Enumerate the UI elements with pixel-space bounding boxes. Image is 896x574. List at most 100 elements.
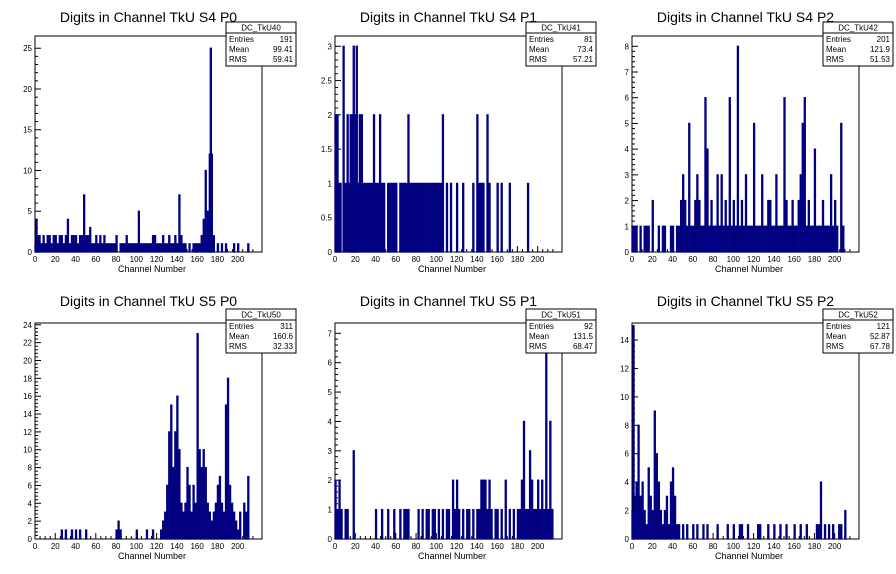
plot-frame [334, 322, 563, 540]
y-tick-label: 14 [620, 336, 629, 345]
histogram-bin [421, 182, 424, 253]
histogram-bin [184, 243, 187, 253]
x-axis-label: Channel Number [418, 551, 486, 561]
histogram-bin [740, 524, 744, 540]
stats-name: DC_TkU50 [241, 311, 281, 320]
x-tick-label: 180 [808, 255, 822, 264]
histogram-bin [155, 243, 159, 253]
histogram-bin [184, 502, 187, 540]
histogram-bin [441, 114, 445, 253]
histogram-bin [643, 509, 646, 540]
histogram-bin [799, 524, 802, 540]
histogram-bin [62, 243, 66, 253]
stats-key: RMS [229, 55, 247, 64]
histogram-bin [496, 182, 499, 253]
y-tick-label: 25 [23, 44, 32, 53]
x-tick-label: 160 [490, 255, 504, 264]
histogram-bin [403, 182, 406, 253]
histogram-bin [119, 243, 122, 253]
histogram-bin [208, 511, 211, 540]
histogram-bin [661, 524, 665, 540]
histogram-bin [472, 508, 475, 540]
histogram-bin [192, 243, 195, 253]
histogram-bin [82, 194, 86, 253]
histogram-bin [541, 479, 544, 540]
histogram-bin [413, 182, 416, 253]
stats-box [225, 21, 297, 67]
x-tick-label: 80 [412, 542, 421, 551]
x-tick-label: 200 [231, 542, 245, 551]
histogram-bin [692, 225, 695, 253]
histogram-bin [149, 243, 153, 253]
x-tick-label: 140 [767, 542, 781, 551]
histogram-bin [669, 225, 673, 253]
histogram-bin [537, 479, 540, 540]
histogram-bin [151, 235, 155, 253]
histogram-bin [117, 520, 120, 540]
histogram-bin [844, 509, 847, 540]
x-tick-label: 160 [787, 255, 801, 264]
histogram-bin [239, 511, 242, 540]
histogram-bin [358, 114, 361, 253]
histogram-bin [68, 243, 72, 253]
histogram-bin [827, 524, 831, 540]
histogram-bin [393, 508, 396, 540]
histogram-bin [825, 225, 829, 253]
x-tick-label: 160 [787, 542, 801, 551]
histogram-bin [101, 243, 104, 253]
histogram-bin [690, 225, 693, 253]
y-tick-label: 5 [328, 388, 333, 397]
histogram-bin [437, 508, 441, 540]
x-tick-label: 120 [747, 542, 761, 551]
x-tick-label: 80 [112, 542, 121, 551]
histogram-bin [686, 225, 689, 253]
histogram-bin [202, 449, 205, 540]
histogram-bin [451, 479, 455, 540]
histogram-bin [702, 225, 705, 253]
x-tick-label: 20 [648, 255, 657, 264]
x-tick-label: 140 [170, 542, 184, 551]
x-tick-label: 40 [371, 255, 380, 264]
histogram-bin [188, 243, 191, 253]
histogram-bin [500, 508, 503, 540]
x-tick-label: 20 [51, 255, 60, 264]
histogram-bin [141, 243, 145, 253]
histogram-bin [66, 218, 70, 253]
histogram-bin [218, 475, 222, 540]
x-tick-label: 180 [808, 542, 822, 551]
histogram-bin [168, 235, 171, 253]
x-tick-label: 80 [709, 542, 718, 551]
stats-box [822, 21, 894, 67]
histogram-bin [356, 182, 359, 253]
histogram-bin [653, 410, 656, 540]
histogram-bin [486, 114, 489, 253]
histogram-bin [445, 508, 449, 540]
histogram-bin [455, 479, 459, 540]
histogram-bin [170, 404, 173, 540]
histogram-bin [698, 199, 701, 253]
stats-name: DC_TkU52 [838, 311, 878, 320]
histogram-bin [759, 225, 762, 253]
histogram-bin [174, 431, 177, 540]
histogram-bin [387, 182, 390, 253]
y-tick-label: 6 [625, 94, 630, 103]
histogram-bin [46, 235, 49, 253]
stats-key: RMS [529, 55, 547, 64]
histogram-bin [480, 479, 483, 540]
stats-value: 311 [280, 322, 293, 331]
histogram-bin [803, 97, 806, 253]
histogram-bin [60, 529, 64, 540]
histogram-bin [777, 225, 780, 253]
histogram-bin [44, 243, 47, 253]
histogram-bin [139, 243, 143, 253]
x-tick-label: 80 [112, 255, 121, 264]
x-tick-label: 60 [91, 255, 100, 264]
histogram-bin [787, 225, 790, 253]
x-tick-label: 80 [412, 255, 421, 264]
histogram-bin [819, 481, 823, 540]
y-tick-label: 4 [28, 499, 33, 508]
x-tick-label: 140 [170, 255, 184, 264]
histogram-bin [682, 174, 685, 253]
histogram-bin [829, 174, 833, 253]
histogram-bin [220, 243, 224, 253]
